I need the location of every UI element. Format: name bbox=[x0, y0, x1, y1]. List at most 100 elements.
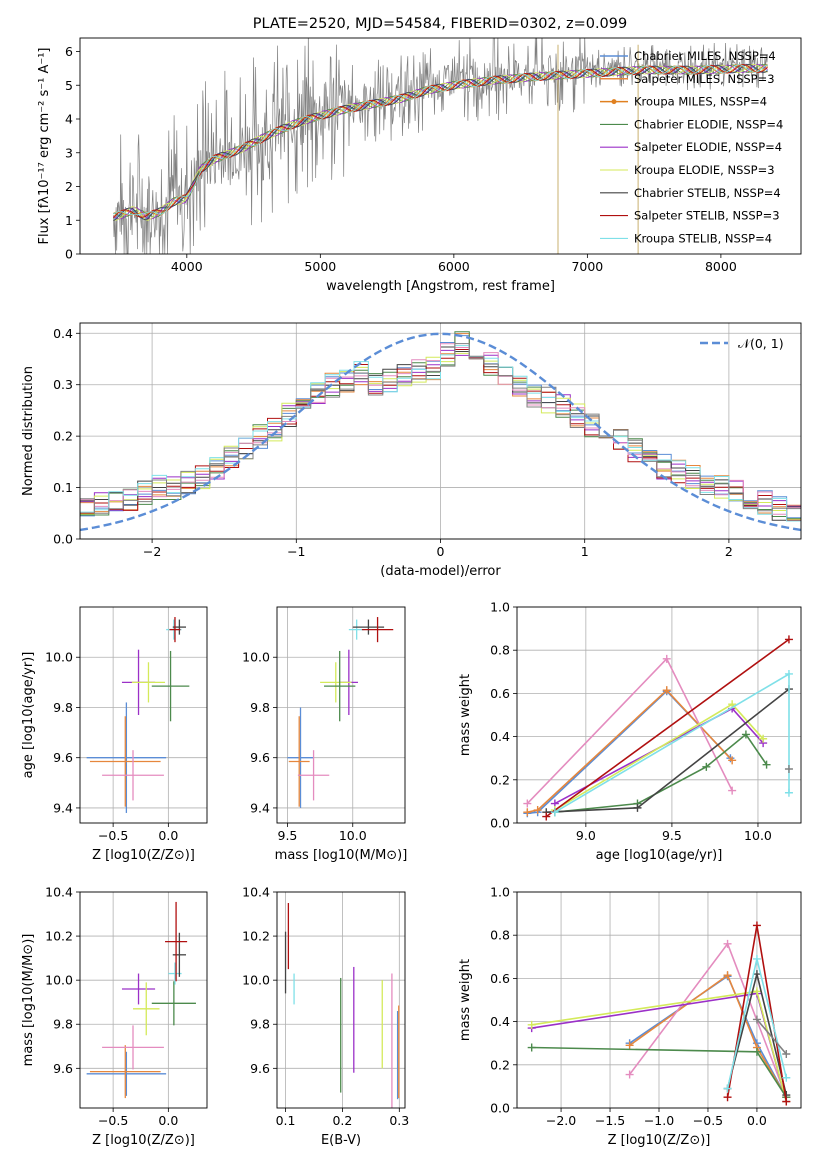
y-tick-label: 9.4 bbox=[250, 800, 270, 815]
x-tick-label: −1 bbox=[287, 544, 305, 559]
plus-marker bbox=[723, 1084, 732, 1093]
x-tick-label: 0.3 bbox=[389, 1113, 409, 1128]
plus-marker bbox=[782, 1073, 791, 1082]
plus-marker bbox=[784, 765, 793, 773]
axes-frame bbox=[79, 606, 208, 824]
x-axis-label: wavelength [Angstrom, rest frame] bbox=[326, 279, 555, 294]
plus-marker bbox=[625, 1041, 634, 1050]
plus-marker bbox=[723, 939, 732, 948]
y-tick-label: 0.4 bbox=[490, 1014, 510, 1029]
x-axis-label: mass [log10(M/M⊙)] bbox=[275, 848, 408, 863]
y-tick-label: 0.2 bbox=[490, 772, 510, 787]
panel-mass-vs-Z: −0.5 0.0 9.6 9.8 10.0 10.2 10.4 Z [log10(Z/Z⊙)]… bbox=[21, 885, 208, 1148]
y-axis-label: Flux [fλ10⁻¹⁷ erg cm⁻² s⁻¹ A⁻¹] bbox=[37, 48, 52, 245]
plus-marker bbox=[752, 1047, 761, 1056]
legend-label: Kroupa STELIB, NSSP=4 bbox=[634, 231, 772, 245]
y-tick-label: 9.8 bbox=[250, 700, 270, 715]
plus-marker bbox=[762, 760, 771, 769]
plus-marker bbox=[752, 987, 761, 996]
y-tick-label: 9.6 bbox=[53, 1061, 73, 1076]
plot-area bbox=[86, 901, 196, 1099]
y-tick-label: 2 bbox=[65, 179, 73, 194]
y-tick-label: 1 bbox=[65, 213, 73, 228]
x-axis-label: age [log10(age/yr)] bbox=[596, 848, 723, 863]
panel-massweight-vs-Z: −2.0 −1.5 −1.0 −0.5 0.0 0.0 0.2 0.4 0.6 0.8 1.0 Z [… bbox=[458, 885, 802, 1148]
legend-marker bbox=[611, 99, 617, 105]
x-tick-label: 10.0 bbox=[339, 828, 367, 843]
x-tick-label: 6000 bbox=[438, 259, 470, 274]
weight-line bbox=[527, 690, 731, 815]
y-tick-label: 10.0 bbox=[45, 650, 73, 665]
plot-area bbox=[287, 617, 394, 808]
plot-area bbox=[86, 617, 190, 813]
x-tick-label: 0.0 bbox=[158, 828, 178, 843]
plus-marker bbox=[625, 1070, 634, 1079]
plus-marker bbox=[782, 1097, 791, 1106]
plus-marker bbox=[782, 1050, 791, 1058]
plus-marker bbox=[523, 808, 532, 817]
x-tick-label: 10.0 bbox=[744, 828, 772, 843]
y-tick-label: 0 bbox=[65, 247, 73, 262]
y-tick-label: 5 bbox=[65, 78, 73, 93]
y-tick-label: 10.4 bbox=[242, 885, 270, 900]
x-tick-label: 0 bbox=[437, 544, 445, 559]
axes-frame bbox=[276, 891, 406, 1109]
x-axis-label: Z [log10(Z/Z⊙)] bbox=[92, 848, 195, 863]
plus-marker bbox=[728, 786, 737, 795]
x-tick-label: −2.0 bbox=[546, 1113, 576, 1128]
y-tick-label: 9.8 bbox=[250, 1017, 270, 1032]
x-tick-label: 0.0 bbox=[158, 1113, 178, 1128]
y-tick-label: 0.3 bbox=[53, 377, 73, 392]
plus-marker bbox=[523, 799, 532, 808]
y-tick-label: 10.0 bbox=[45, 973, 73, 988]
axes-frame bbox=[516, 606, 802, 824]
axes-frame bbox=[79, 37, 802, 255]
model-line bbox=[113, 64, 768, 216]
y-tick-label: 4 bbox=[65, 112, 73, 127]
y-axis-label: age [log10(age/yr)] bbox=[21, 652, 36, 779]
x-tick-label: 1 bbox=[581, 544, 589, 559]
legend-label: Chabrier ELODIE, NSSP=4 bbox=[634, 117, 783, 131]
plot-area bbox=[523, 635, 793, 821]
x-tick-label: −0.5 bbox=[98, 1113, 128, 1128]
plus-marker bbox=[702, 762, 711, 771]
model-line bbox=[113, 64, 768, 219]
plus-marker bbox=[662, 686, 671, 695]
panel-age-vs-mass: 9.5 10.0 9.4 9.6 9.8 10.0 mass [log10(M/M⊙)] bbox=[242, 606, 408, 863]
plus-marker bbox=[728, 756, 737, 765]
plus-marker bbox=[752, 921, 761, 930]
legend-label: Salpeter ELODIE, NSSP=4 bbox=[634, 140, 782, 154]
plus-marker bbox=[527, 1020, 536, 1029]
y-tick-label: 0.6 bbox=[490, 971, 510, 986]
plus-marker bbox=[633, 803, 642, 812]
plus-marker bbox=[723, 971, 732, 980]
y-tick-label: 3 bbox=[65, 145, 73, 160]
x-tick-label: 8000 bbox=[705, 259, 737, 274]
y-tick-label: 0.8 bbox=[490, 928, 510, 943]
x-tick-label: 0.1 bbox=[276, 1113, 296, 1128]
y-axis-label: mass weight bbox=[458, 959, 473, 1041]
legend-label: Salpeter MILES, NSSP=3 bbox=[634, 72, 775, 86]
y-tick-label: 0.0 bbox=[490, 1101, 510, 1116]
y-tick-label: 10.2 bbox=[242, 929, 270, 944]
legend-label: 𝒩(0, 1) bbox=[738, 336, 784, 351]
y-tick-label: 10.0 bbox=[242, 973, 270, 988]
y-tick-label: 1.0 bbox=[490, 600, 510, 615]
panel-massweight-vs-age: 9.0 9.5 10.0 0.0 0.2 0.4 0.6 0.8 1.0 age [log10(a… bbox=[458, 600, 802, 863]
x-tick-label: 2 bbox=[725, 544, 733, 559]
x-tick-label: 7000 bbox=[571, 259, 603, 274]
panel-spectrum: 4000 5000 6000 7000 8000 0 1 2 3 4 5 6 wavelength [A… bbox=[37, 37, 802, 294]
x-axis-label: E(B-V) bbox=[321, 1133, 361, 1148]
x-tick-label: 9.0 bbox=[576, 828, 596, 843]
axes-frame bbox=[79, 891, 208, 1109]
y-tick-label: 9.8 bbox=[53, 1017, 73, 1032]
y-tick-label: 0.6 bbox=[490, 686, 510, 701]
weight-line bbox=[756, 1018, 787, 1055]
legend-label: Chabrier MILES, NSSP=4 bbox=[634, 49, 776, 63]
legend-label: Salpeter STELIB, NSSP=3 bbox=[634, 209, 780, 223]
y-tick-label: 0.4 bbox=[490, 729, 510, 744]
x-axis-label: Z [log10(Z/Z⊙)] bbox=[92, 1133, 195, 1148]
y-tick-label: 10.4 bbox=[45, 885, 73, 900]
y-tick-label: 9.4 bbox=[53, 800, 73, 815]
chart-panels: 4000 5000 6000 7000 8000 0 1 2 3 4 5 6 wavelength [A… bbox=[21, 37, 802, 1148]
